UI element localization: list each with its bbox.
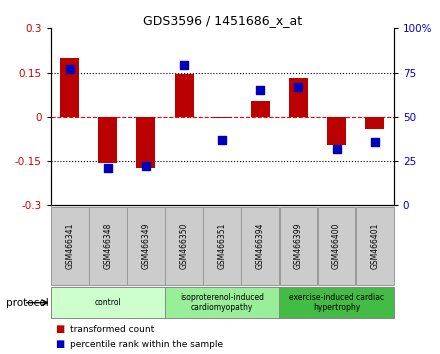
Text: transformed count: transformed count: [70, 325, 154, 334]
Text: protocol: protocol: [6, 298, 48, 308]
Bar: [165, 207, 203, 285]
Text: GSM466341: GSM466341: [65, 223, 74, 269]
Bar: [89, 207, 127, 285]
Bar: [365, 117, 384, 129]
Text: control: control: [95, 298, 121, 307]
Bar: [289, 79, 308, 117]
Bar: [51, 207, 88, 285]
Text: isoproterenol-induced
cardiomyopathy: isoproterenol-induced cardiomyopathy: [180, 293, 264, 312]
Bar: [127, 207, 165, 285]
Bar: [213, 117, 232, 118]
Bar: [251, 101, 270, 117]
Text: GSM466348: GSM466348: [103, 223, 112, 269]
Text: ■: ■: [55, 324, 64, 334]
Point: [66, 66, 73, 72]
Bar: [98, 117, 117, 162]
Bar: [51, 287, 165, 318]
Point: [333, 146, 340, 152]
Text: GSM466400: GSM466400: [332, 223, 341, 269]
Point: [180, 63, 187, 68]
Bar: [165, 287, 279, 318]
Point: [143, 164, 150, 169]
Point: [257, 87, 264, 93]
Text: GSM466351: GSM466351: [218, 223, 227, 269]
Point: [219, 137, 226, 143]
Point: [104, 165, 111, 171]
Bar: [242, 207, 279, 285]
Point: [371, 139, 378, 144]
Text: exercise-induced cardiac
hypertrophy: exercise-induced cardiac hypertrophy: [289, 293, 384, 312]
Bar: [279, 207, 317, 285]
Point: [295, 84, 302, 90]
Text: GSM466401: GSM466401: [370, 223, 379, 269]
Bar: [175, 74, 194, 117]
Bar: [136, 117, 155, 169]
Bar: [203, 207, 241, 285]
Text: GSM466394: GSM466394: [256, 223, 265, 269]
Bar: [327, 117, 346, 145]
Text: ■: ■: [55, 339, 64, 349]
Text: GSM466399: GSM466399: [294, 223, 303, 269]
Bar: [279, 287, 394, 318]
Text: GSM466350: GSM466350: [180, 223, 189, 269]
Text: percentile rank within the sample: percentile rank within the sample: [70, 340, 224, 349]
Title: GDS3596 / 1451686_x_at: GDS3596 / 1451686_x_at: [143, 14, 302, 27]
Bar: [318, 207, 356, 285]
Bar: [60, 58, 79, 117]
Text: GSM466349: GSM466349: [141, 223, 150, 269]
Bar: [356, 207, 394, 285]
